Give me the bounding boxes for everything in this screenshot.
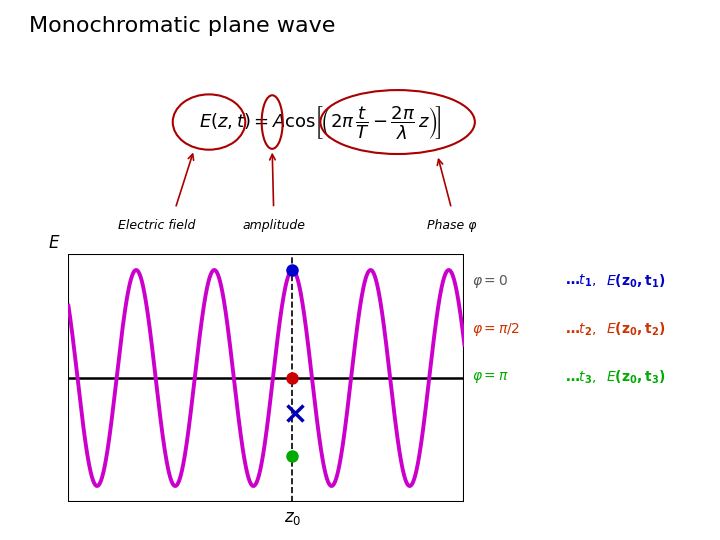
Text: $E(z,t) = A\cos\!\left[\!\left(2\pi\,\dfrac{t}{T} - \dfrac{2\pi}{\lambda}\,z\rig: $E(z,t) = A\cos\!\left[\!\left(2\pi\,\df… (199, 104, 442, 140)
Text: $\mathbf{\ldots\mathit{t}_1}$,$\;$: $\mathbf{\ldots\mathit{t}_1}$,$\;$ (564, 273, 596, 289)
Text: $\mathbf{\mathit{E}(z_0,t_1)}$: $\mathbf{\mathit{E}(z_0,t_1)}$ (606, 272, 666, 290)
Text: $\varphi = \pi/2$: $\varphi = \pi/2$ (472, 321, 520, 338)
Text: Electric field: Electric field (118, 219, 195, 232)
Text: $\mathbf{\mathit{E}(z_0,t_2)}$: $\mathbf{\mathit{E}(z_0,t_2)}$ (606, 321, 666, 338)
Text: $\varphi = \pi$: $\varphi = \pi$ (472, 370, 508, 385)
Text: $\varphi = 0$: $\varphi = 0$ (472, 273, 508, 289)
Text: amplitude: amplitude (242, 219, 305, 232)
Text: $E$: $E$ (48, 234, 60, 252)
Text: $\mathbf{\ldots\mathit{t}_3}$,$\;$: $\mathbf{\ldots\mathit{t}_3}$,$\;$ (564, 369, 596, 386)
Text: Phase φ: Phase φ (427, 219, 476, 232)
Text: $\mathbf{\ldots\mathit{t}_2}$,$\;$: $\mathbf{\ldots\mathit{t}_2}$,$\;$ (564, 321, 596, 338)
Text: Monochromatic plane wave: Monochromatic plane wave (29, 16, 336, 36)
Text: $\mathbf{\mathit{E}(z_0,t_3)}$: $\mathbf{\mathit{E}(z_0,t_3)}$ (606, 369, 666, 387)
Text: $z_0$: $z_0$ (284, 509, 301, 526)
